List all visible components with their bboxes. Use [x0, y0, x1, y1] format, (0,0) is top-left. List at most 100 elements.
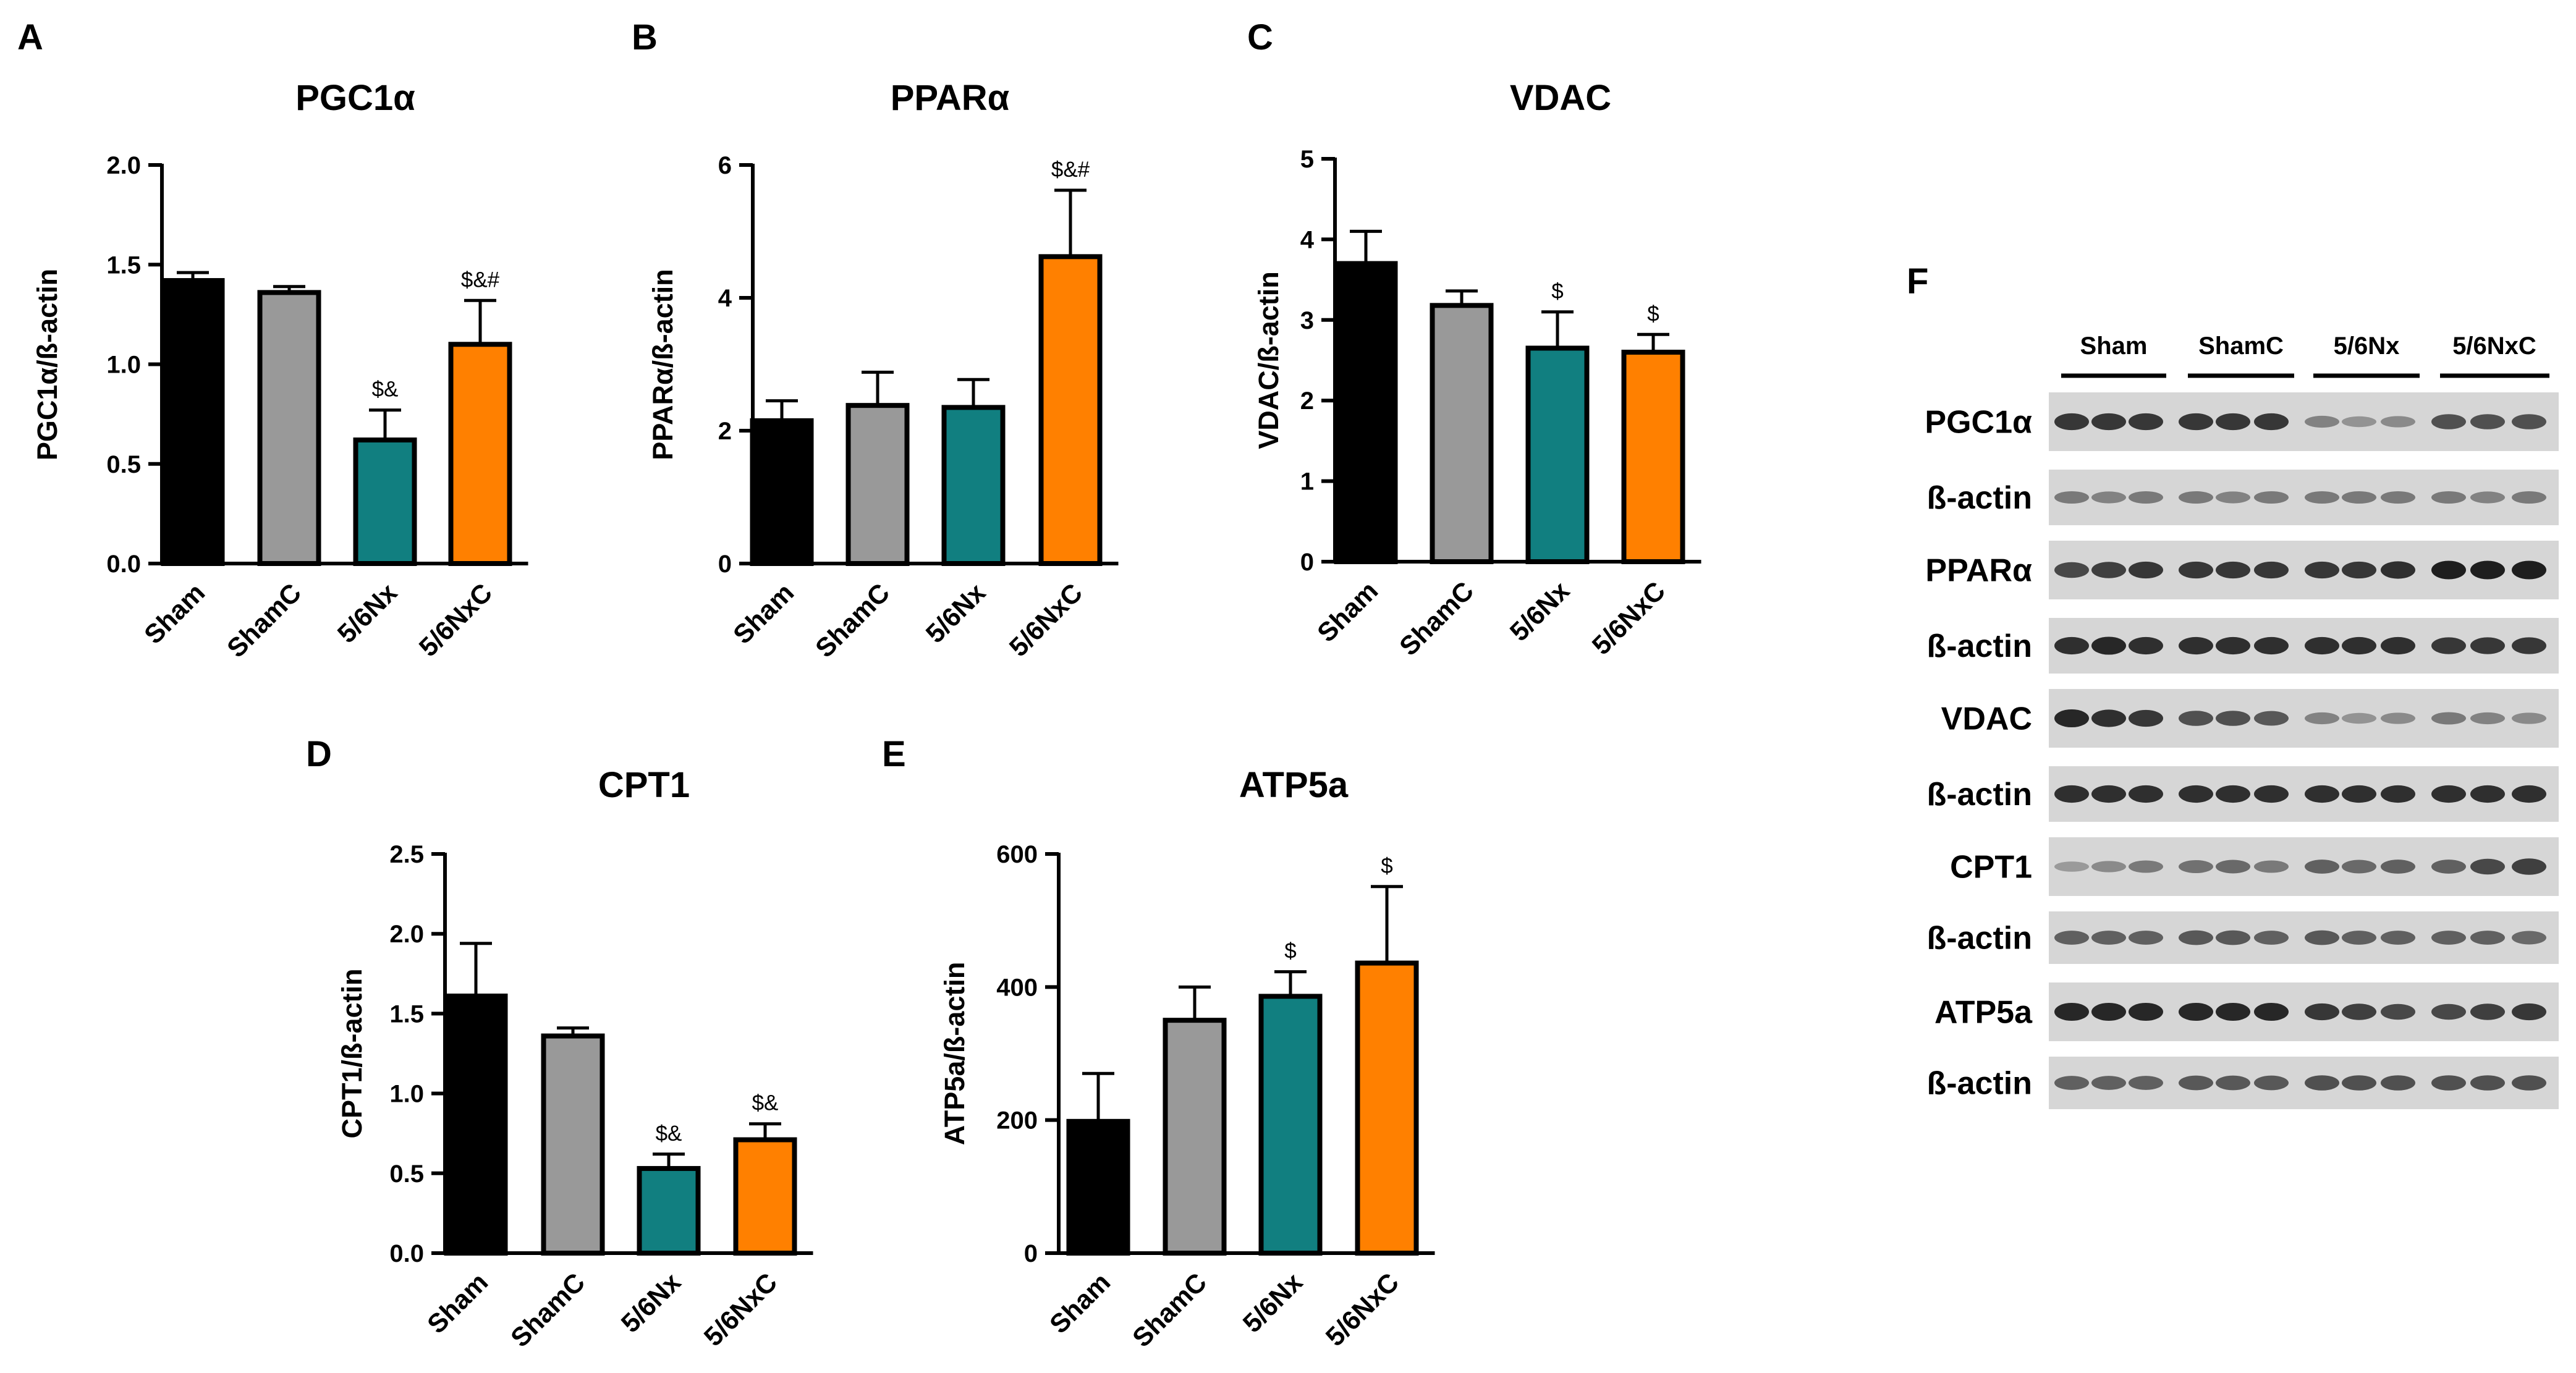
y-tick-label: 400 [996, 974, 1038, 1001]
blot-band [2179, 860, 2213, 873]
blot-band [2091, 1076, 2126, 1090]
blot-row-label: ß-actin [1927, 777, 2032, 813]
blot-row: ß-actin [1927, 1057, 2559, 1109]
y-tick-label: 0 [718, 551, 732, 578]
x-tick-label: 5/6Nx [332, 578, 403, 649]
bar-5-6nx [941, 405, 1006, 566]
blot-band [2470, 858, 2505, 875]
blot-band [2342, 931, 2376, 945]
blot-row: CPT1 [1950, 837, 2559, 896]
bar-5-6nxc [448, 342, 512, 566]
blot-row: ß-actin [1927, 470, 2559, 525]
x-tick-label: 5/6NxC [698, 1267, 783, 1352]
x-tick-label: 5/6Nx [1504, 576, 1575, 647]
blot-band [2431, 1075, 2466, 1091]
x-tick-label: Sham [727, 578, 800, 650]
blot-band [2342, 860, 2376, 874]
bar-sham [1066, 1118, 1130, 1256]
y-tick-label: 0 [1024, 1240, 1038, 1267]
blot-band [2254, 491, 2289, 504]
blot-band [2305, 561, 2339, 579]
bar-sham [750, 418, 814, 566]
bar-sham [1334, 261, 1398, 564]
bar-shamc [541, 1033, 605, 1256]
blot-band [2305, 712, 2339, 725]
bar-shamc [845, 403, 910, 567]
blot-band [2179, 785, 2213, 803]
chart-panel-c: C VDAC VDAC/ß-actin 0 1 2 3 4 5 Sham ShamC $5/6Nx $5… [1247, 17, 1701, 662]
blot-band [2381, 491, 2415, 504]
blot-band [2254, 931, 2289, 945]
x-tick-label: Sham [422, 1267, 494, 1340]
blot-band [2054, 636, 2089, 655]
blot-band [2091, 1002, 2126, 1021]
significance-label: $ [1647, 302, 1659, 326]
blot-band [2129, 709, 2163, 727]
blot-band [2381, 712, 2415, 724]
blot-band [2254, 711, 2289, 726]
blot-band [2254, 636, 2289, 655]
panel-letter: B [632, 17, 658, 57]
blot-band [2054, 491, 2089, 504]
panel-letter: D [306, 734, 332, 774]
significance-label: $& [752, 1091, 779, 1115]
blot-band [2431, 491, 2466, 504]
blot-row-label: PPARα [1925, 553, 2032, 589]
blot-band [2342, 712, 2376, 724]
panel-letter: E [882, 734, 906, 774]
y-tick-label: 2.5 [389, 841, 424, 868]
y-axis-label: ATP5a/ß-actin [939, 962, 970, 1146]
blot-band [2431, 637, 2466, 654]
y-tick-label: 4 [718, 285, 732, 312]
blot-band [2431, 931, 2466, 945]
blot-band [2342, 1003, 2376, 1020]
chart-title: ATP5a [1239, 765, 1349, 805]
chart-title: CPT1 [598, 765, 690, 805]
blot-band [2129, 561, 2163, 579]
significance-label: $&# [461, 268, 500, 292]
blot-band [2381, 1003, 2415, 1020]
y-tick-label: 600 [996, 841, 1038, 868]
blot-band [2431, 712, 2466, 725]
chart-panel-e: E ATP5a ATP5a/ß-actin 0 200 400 600 Sham ShamC $5… [882, 734, 1435, 1353]
significance-label: $& [656, 1122, 682, 1146]
bar-5-6nx [637, 1166, 701, 1256]
blot-band [2179, 1075, 2213, 1091]
blot-band [2054, 861, 2089, 872]
x-tick-label: 5/6Nx [1237, 1267, 1308, 1338]
blot-band [2216, 1002, 2250, 1021]
y-tick-label: 2 [1300, 387, 1314, 415]
blot-band [2091, 785, 2126, 803]
blot-band [2512, 1075, 2546, 1091]
blot-group-label: 5/6Nx [2334, 332, 2400, 360]
blot-band [2342, 491, 2376, 504]
blot-band [2305, 1075, 2339, 1091]
bar-5-6nx [353, 437, 417, 566]
blot-band [2254, 1002, 2289, 1021]
blot-row: ATP5a [1934, 982, 2559, 1041]
x-tick-label: Sham [1044, 1267, 1116, 1340]
blot-band [2512, 560, 2546, 580]
blot-band [2512, 931, 2546, 945]
blot-band [2512, 637, 2546, 654]
blot-band [2512, 858, 2546, 875]
blot-band [2381, 636, 2415, 655]
blot-band [2091, 413, 2126, 431]
blot-band [2129, 491, 2163, 504]
y-tick-label: 0.5 [106, 451, 141, 478]
blot-band [2054, 709, 2089, 728]
panel-letter: F [1907, 261, 1928, 302]
blot-band [2254, 413, 2289, 431]
blot-band [2091, 861, 2126, 872]
panel-letter: A [17, 17, 43, 57]
blot-band [2470, 712, 2505, 725]
blot-band [2179, 491, 2213, 504]
blot-band [2381, 931, 2415, 945]
chart-panel-b: B PPARα PPARα/ß-actin 0 2 4 6 Sham ShamC 5/6Nx $&#… [632, 17, 1119, 664]
blot-band [2512, 712, 2546, 724]
blot-band [2305, 491, 2339, 504]
blot-band [2305, 636, 2339, 655]
blot-band [2216, 561, 2250, 579]
blot-band [2381, 785, 2415, 803]
blot-row-label: PGC1α [1925, 405, 2032, 441]
